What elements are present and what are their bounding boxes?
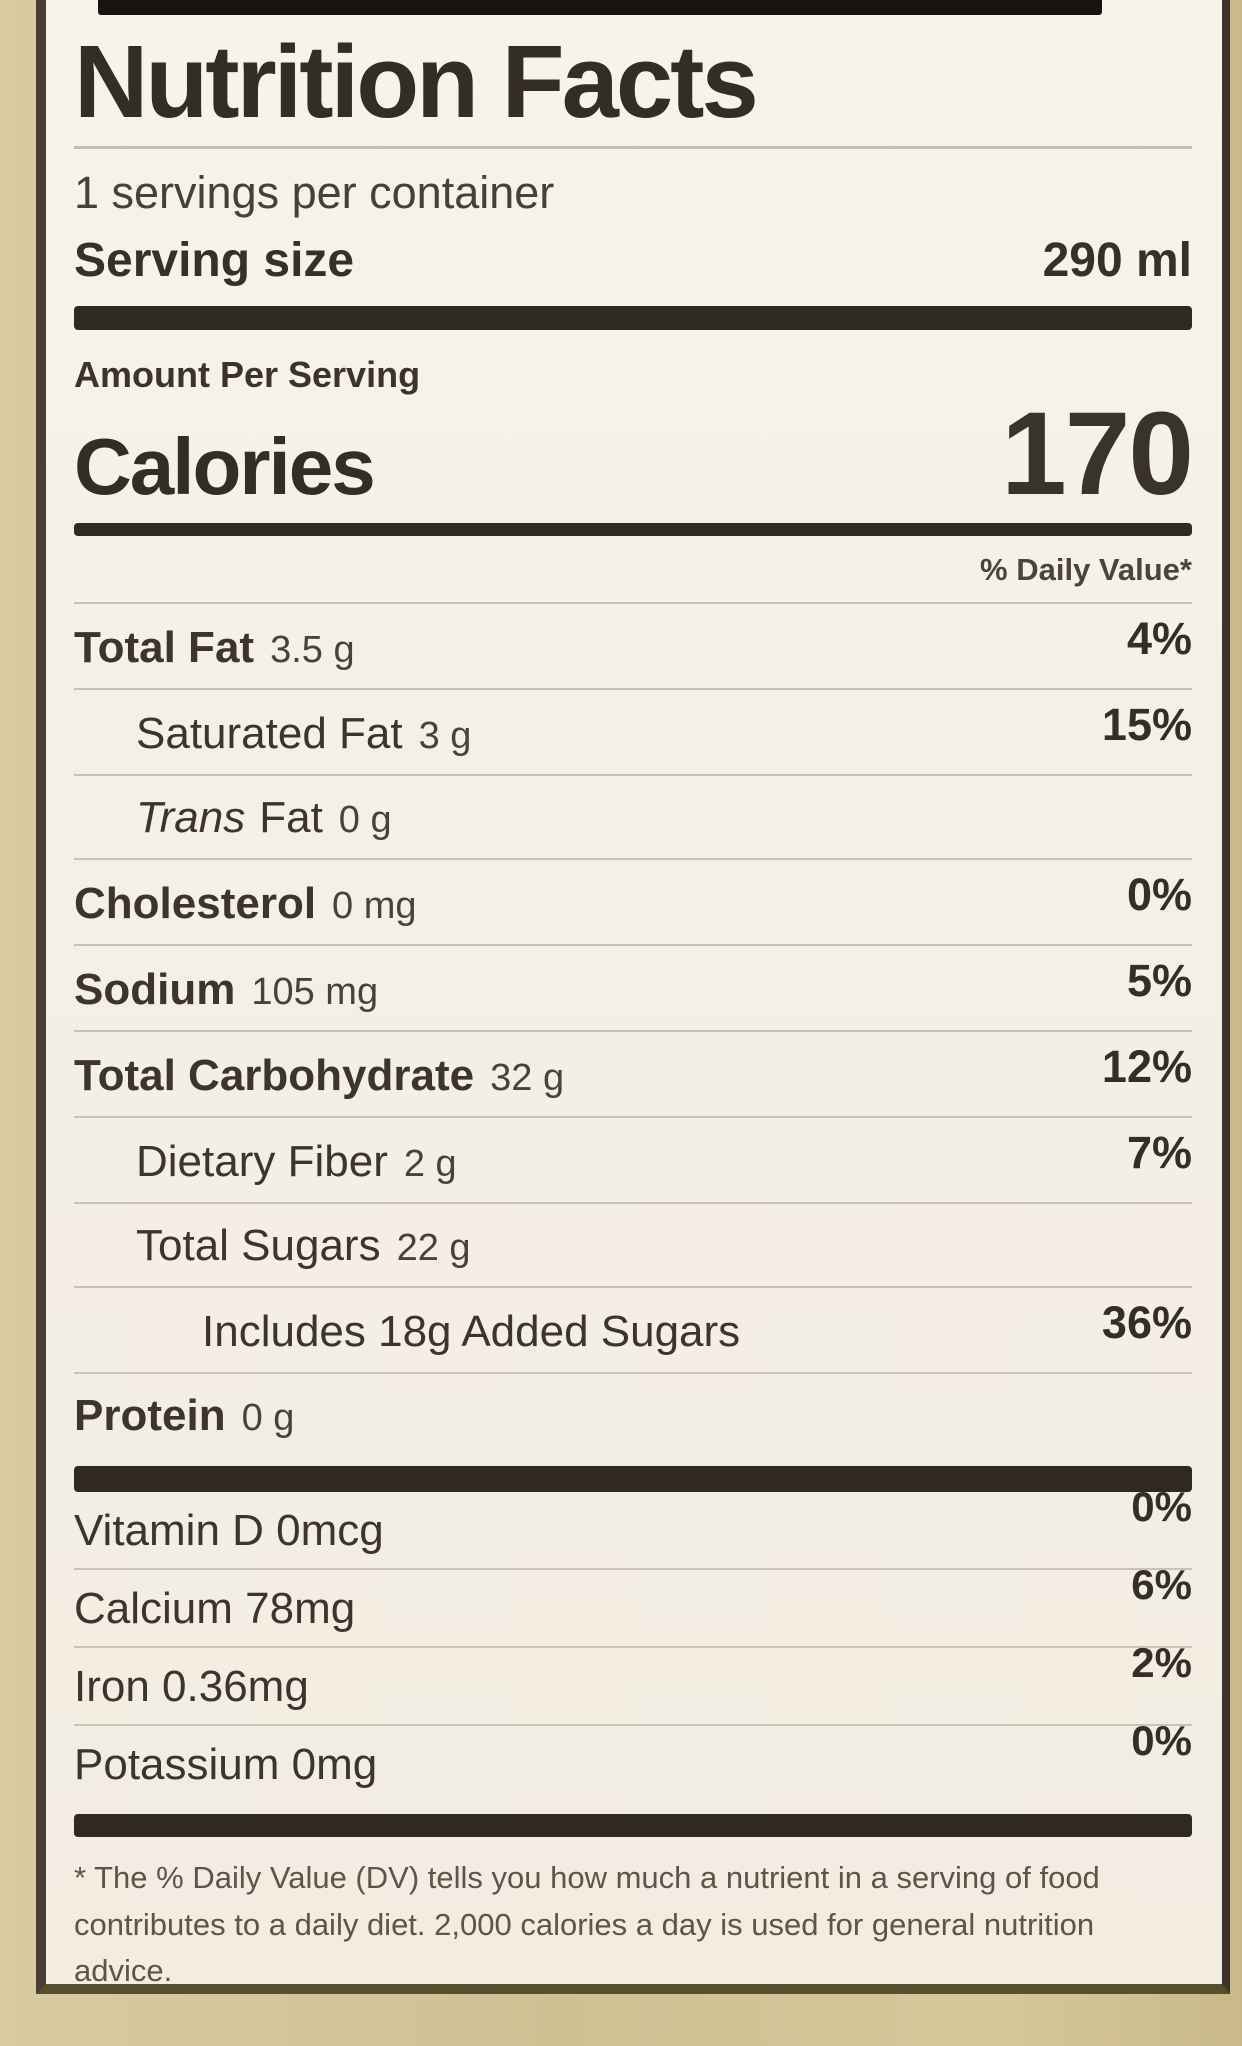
nutrient-row-sodium: Sodium 105 mg 5%: [74, 944, 1192, 1030]
nutrient-amount: 32 g: [490, 1057, 565, 1100]
micronutrient-name: Iron 0.36mg: [74, 1662, 309, 1712]
nutrient-daily-value: 15%: [1101, 699, 1192, 751]
nutrient-daily-value: 7%: [1126, 1127, 1192, 1179]
daily-value-header: % Daily Value*: [980, 552, 1192, 588]
nutrient-row-cholesterol: Cholesterol 0 mg 0%: [74, 858, 1192, 944]
nutrient-amount: 3.5 g: [270, 629, 355, 672]
nutrient-row-total-sugars: Total Sugars 22 g: [74, 1202, 1192, 1286]
micronutrient-name: Potassium 0mg: [74, 1740, 378, 1790]
nutrient-amount: 3 g: [418, 715, 472, 758]
micronutrient-row-calcium: Calcium 78mg 6%: [74, 1561, 1192, 1646]
nutrient-name: Total Sugars: [136, 1221, 381, 1271]
micronutrient-daily-value: 2%: [1131, 1639, 1192, 1687]
micronutrient-row-potassium: Potassium 0mg 0%: [74, 1717, 1192, 1802]
nutrient-amount: 0 mg: [332, 885, 417, 928]
section-divider-thick: [74, 306, 1192, 331]
daily-value-footnote: * The % Daily Value (DV) tells you how m…: [74, 1860, 1100, 1989]
serving-size-label: Serving size: [74, 234, 355, 288]
nutrient-row-added-sugars: Includes 18g Added Sugars 36%: [74, 1286, 1192, 1372]
micronutrient-name: Vitamin D 0mcg: [74, 1506, 384, 1556]
nutrient-name-italic: Trans: [136, 793, 246, 843]
serving-size-row: Serving size 290 ml: [74, 233, 1192, 288]
footer-divider: [74, 1814, 1192, 1838]
nutrient-amount: 22 g: [396, 1227, 471, 1270]
micronutrient-daily-value: 0%: [1131, 1483, 1192, 1531]
nutrient-name: Total Fat: [74, 623, 255, 673]
nutrient-daily-value: 0%: [1126, 869, 1192, 921]
nutrient-name: Saturated Fat: [136, 709, 403, 759]
nutrient-name: Fat: [259, 793, 323, 843]
title-divider: [74, 146, 1192, 150]
micronutrient-daily-value: 6%: [1131, 1561, 1192, 1609]
nutrient-row-trans-fat: Trans Fat 0 g: [74, 774, 1192, 858]
amount-per-serving-label: Amount Per Serving: [74, 354, 421, 396]
nutrient-name: Protein: [74, 1391, 226, 1441]
protein-divider: [74, 1466, 1192, 1493]
micronutrient-name: Calcium 78mg: [74, 1584, 356, 1634]
nutrient-daily-value: 4%: [1126, 613, 1192, 665]
micronutrient-row-iron: Iron 0.36mg 2%: [74, 1639, 1192, 1724]
calories-divider: [74, 523, 1192, 537]
calories-row: Calories 170: [74, 388, 1194, 521]
nutrient-row-dietary-fiber: Dietary Fiber 2 g 7%: [74, 1116, 1192, 1202]
nutrient-name: Dietary Fiber: [136, 1137, 388, 1187]
nutrient-daily-value: 36%: [1101, 1297, 1192, 1349]
nutrient-row-total-carbohydrate: Total Carbohydrate 32 g 12%: [74, 1030, 1192, 1116]
calories-label: Calories: [74, 422, 376, 512]
label-top-strip: [98, 0, 1102, 15]
nutrient-name: Includes 18g Added Sugars: [202, 1307, 741, 1357]
nutrient-name: Cholesterol: [74, 879, 317, 929]
serving-size-value: 290 ml: [1042, 234, 1192, 288]
nutrition-facts-label: Nutrition Facts 1 servings per container…: [36, 0, 1230, 1994]
nutrient-amount: 2 g: [403, 1143, 457, 1186]
nutrient-daily-value: 5%: [1126, 955, 1192, 1007]
nutrient-name: Sodium: [74, 965, 236, 1015]
micronutrient-daily-value: 0%: [1131, 1717, 1192, 1765]
nutrient-amount: 0 g: [338, 799, 392, 842]
nutrient-amount: 0 g: [241, 1397, 295, 1440]
micronutrient-row-vitamin-d: Vitamin D 0mcg 0%: [74, 1483, 1192, 1568]
nutrient-name: Total Carbohydrate: [74, 1051, 475, 1101]
nutrient-amount: 105 mg: [251, 971, 379, 1014]
nutrient-row-protein: Protein 0 g: [74, 1372, 1192, 1456]
nutrient-row-saturated-fat: Saturated Fat 3 g 15%: [74, 688, 1192, 774]
label-title: Nutrition Facts: [74, 24, 759, 139]
calories-value: 170: [1001, 388, 1194, 521]
nutrient-daily-value: 12%: [1101, 1041, 1192, 1093]
nutrient-row-total-fat: Total Fat 3.5 g 4%: [74, 602, 1192, 688]
servings-per-container: 1 servings per container: [74, 167, 555, 219]
